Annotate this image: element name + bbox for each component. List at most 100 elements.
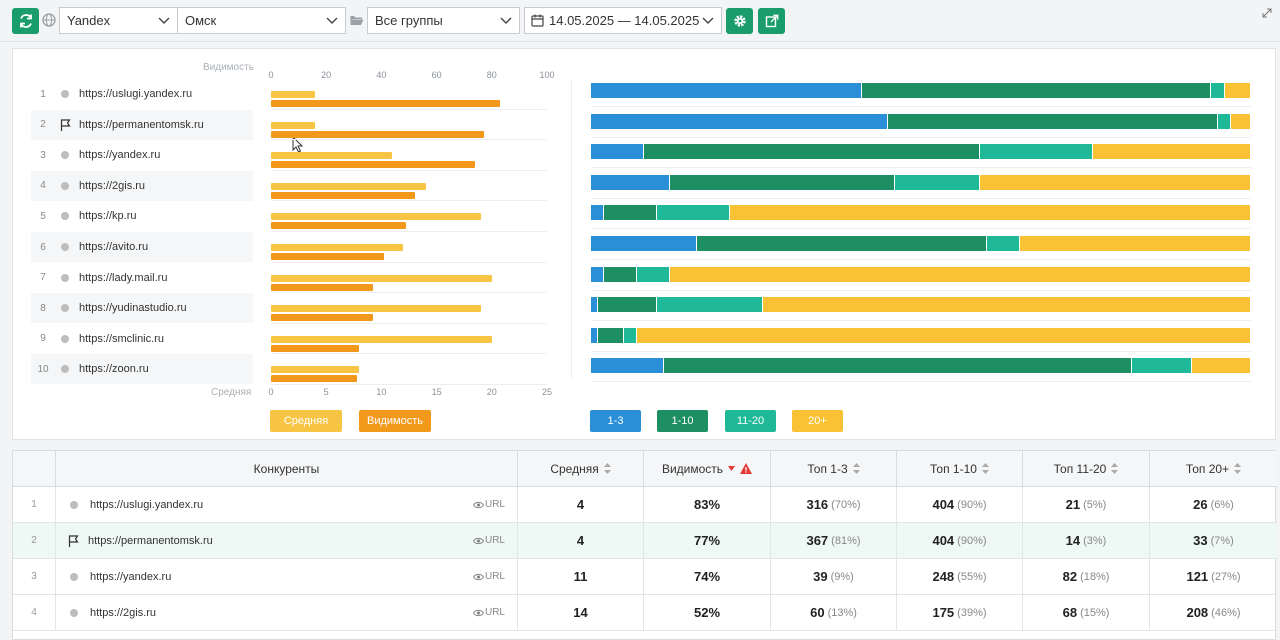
stacked-segment-1-10[interactable]: [670, 174, 895, 190]
visibility-bar[interactable]: [271, 222, 407, 230]
stacked-segment-20+[interactable]: [670, 266, 1251, 282]
refresh-button[interactable]: [12, 8, 39, 34]
stacked-segment-11-20[interactable]: [980, 144, 1093, 160]
stacked-segment-11-20[interactable]: [986, 236, 1020, 251]
avg-bar[interactable]: [271, 305, 481, 313]
stacked-segment-11-20[interactable]: [656, 297, 763, 313]
avg-bar[interactable]: [271, 182, 426, 190]
search-engine-select[interactable]: Yandex: [59, 7, 178, 34]
expand-icon[interactable]: [1262, 8, 1272, 18]
header-top-11-20[interactable]: Топ 11-20: [1023, 451, 1150, 487]
avg-bar[interactable]: [271, 366, 360, 374]
header-competitors[interactable]: Конкуренты: [56, 451, 518, 487]
header-top-1-10[interactable]: Топ 1-10: [897, 451, 1023, 487]
visibility-bar[interactable]: [271, 253, 385, 260]
avg-bar[interactable]: [271, 335, 492, 343]
stacked-segment-20+[interactable]: [980, 174, 1251, 190]
chart-row-label: 8 https://yudinastudio.ru: [31, 293, 253, 324]
stacked-segment-1-3[interactable]: [591, 205, 605, 221]
stacked-segment-1-3[interactable]: [591, 174, 671, 190]
stacked-segment-20+[interactable]: [762, 297, 1251, 313]
stacked-segment-1-10[interactable]: [597, 297, 657, 313]
header-top-20plus-label: Топ 20+: [1185, 461, 1230, 476]
site-url: https://uslugi.yandex.ru: [79, 88, 193, 100]
region-select[interactable]: Омск: [177, 7, 346, 34]
date-range-select[interactable]: 14.05.2025 — 14.05.2025: [524, 7, 722, 34]
legend-top-20plus[interactable]: 20+: [792, 410, 843, 432]
avg-bar[interactable]: [271, 274, 492, 282]
visibility-bar[interactable]: [271, 161, 476, 169]
bottom-axis-tick: 10: [376, 387, 387, 397]
legend-top-1-10[interactable]: 1-10: [657, 410, 708, 432]
url-link[interactable]: URL: [472, 607, 505, 618]
legend-avg[interactable]: Средняя: [270, 410, 342, 432]
stacked-segment-20+[interactable]: [1092, 144, 1251, 160]
stacked-segment-1-10[interactable]: [643, 144, 981, 160]
stacked-segment-1-10[interactable]: [604, 205, 657, 221]
stacked-segment-1-10[interactable]: [696, 236, 987, 251]
header-avg[interactable]: Средняя: [518, 451, 644, 487]
stacked-segment-1-10[interactable]: [888, 113, 1218, 129]
header-top-20plus[interactable]: Топ 20+: [1150, 451, 1277, 487]
visibility-bar[interactable]: [271, 375, 357, 383]
stacked-segment-20+[interactable]: [729, 205, 1251, 221]
avg-bar[interactable]: [271, 213, 481, 221]
stacked-segment-1-10[interactable]: [663, 358, 1133, 374]
avg-bar[interactable]: [271, 244, 404, 251]
visibility-bar[interactable]: [271, 191, 415, 199]
stacked-segment-1-3[interactable]: [591, 113, 888, 129]
cell-value: 74%: [693, 569, 721, 584]
stacked-row: [591, 174, 1251, 190]
stacked-segment-1-10[interactable]: [597, 327, 624, 343]
visibility-bar[interactable]: [271, 130, 484, 138]
export-button[interactable]: [758, 8, 785, 34]
eye-icon: [472, 537, 484, 544]
stacked-segment-11-20[interactable]: [894, 174, 981, 190]
group-select[interactable]: Все группы: [367, 7, 520, 34]
eye-icon: [472, 573, 484, 580]
stacked-segment-11-20[interactable]: [637, 266, 671, 282]
sort-icon: [981, 463, 989, 474]
avg-bar[interactable]: [271, 121, 316, 129]
visibility-bar[interactable]: [271, 283, 374, 291]
avg-bar[interactable]: [271, 91, 316, 98]
stacked-segment-1-3[interactable]: [591, 144, 644, 160]
visibility-bar[interactable]: [271, 314, 374, 322]
stacked-segment-20+[interactable]: [1191, 358, 1251, 374]
stacked-segment-11-20[interactable]: [1132, 358, 1192, 374]
legend-top-11-20[interactable]: 11-20: [725, 410, 776, 432]
stacked-segment-20+[interactable]: [1231, 113, 1251, 129]
url-link[interactable]: URL: [472, 535, 505, 546]
cell-vis: 74%: [644, 559, 771, 595]
stacked-segment-1-3[interactable]: [591, 297, 598, 313]
stacked-segment-11-20[interactable]: [656, 205, 730, 221]
avg-bar[interactable]: [271, 152, 393, 160]
stacked-segment-20+[interactable]: [1019, 236, 1251, 251]
stacked-row: [591, 83, 1251, 98]
cell-t10: 404 (90%): [897, 523, 1023, 559]
stacked-segment-11-20[interactable]: [1218, 113, 1232, 129]
row-index: 1: [40, 88, 46, 100]
stacked-segment-1-10[interactable]: [604, 266, 638, 282]
stacked-segment-1-3[interactable]: [591, 83, 862, 98]
visibility-bar[interactable]: [271, 100, 501, 107]
stacked-segment-1-3[interactable]: [591, 266, 605, 282]
stacked-segment-1-3[interactable]: [591, 358, 664, 374]
settings-button[interactable]: [726, 8, 753, 34]
url-link[interactable]: URL: [472, 571, 505, 582]
header-visibility[interactable]: Видимость: [644, 451, 771, 487]
legend-top-1-3[interactable]: 1-3: [590, 410, 641, 432]
stacked-segment-1-3[interactable]: [591, 236, 697, 251]
stacked-segment-1-3[interactable]: [591, 327, 598, 343]
cell-value: 33: [1193, 533, 1208, 548]
stacked-segment-1-10[interactable]: [861, 83, 1212, 98]
visibility-bar[interactable]: [271, 344, 360, 352]
stacked-segment-11-20[interactable]: [1211, 83, 1225, 98]
header-top-1-3[interactable]: Топ 1-3: [771, 451, 897, 487]
stacked-segment-20+[interactable]: [1224, 83, 1251, 98]
stacked-segment-20+[interactable]: [637, 327, 1251, 343]
stacked-segment-11-20[interactable]: [623, 327, 638, 343]
gridline: [591, 350, 1251, 352]
legend-visibility[interactable]: Видимость: [359, 410, 431, 432]
url-link[interactable]: URL: [472, 499, 505, 510]
